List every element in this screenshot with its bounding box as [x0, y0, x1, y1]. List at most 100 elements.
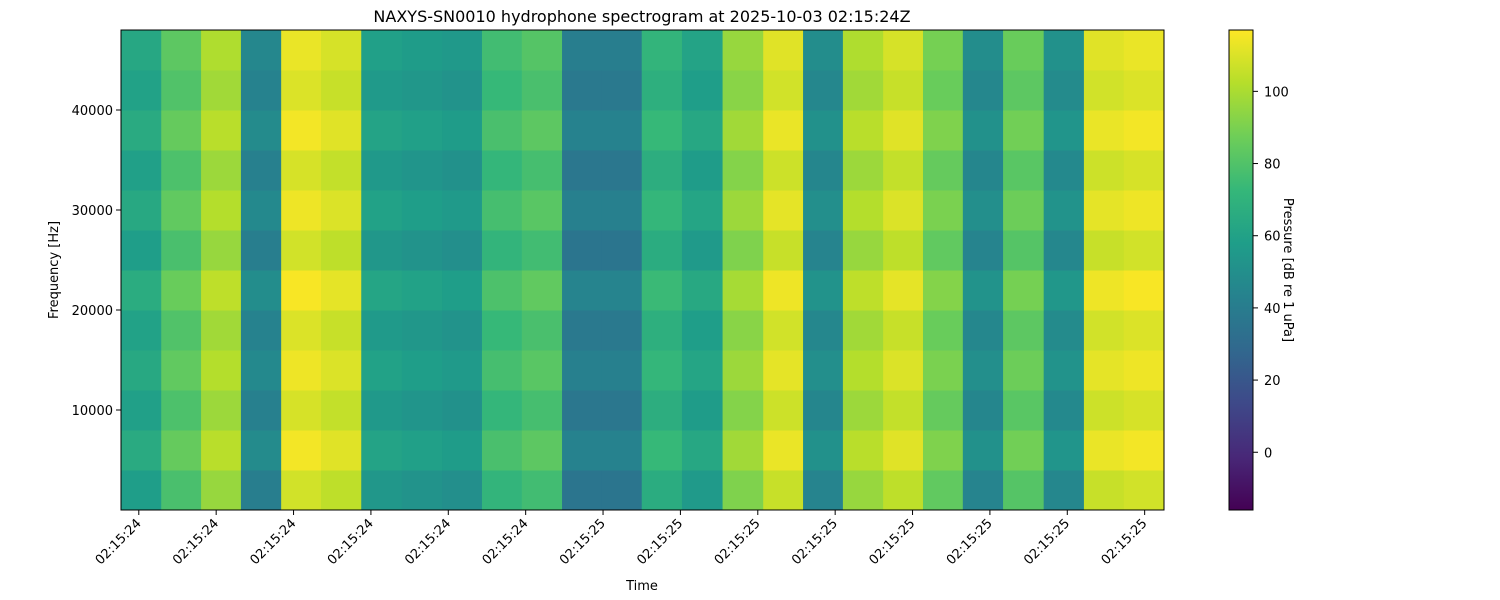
heatmap-cell	[842, 30, 884, 71]
heatmap-cell	[763, 270, 804, 311]
heatmap-cell	[361, 310, 403, 351]
heatmap-cell	[803, 390, 844, 431]
heatmap-cell	[1003, 150, 1045, 191]
heatmap-cell	[1123, 350, 1165, 391]
heatmap-cell	[521, 70, 563, 111]
heatmap-cell	[1083, 310, 1125, 351]
heatmap-cell	[281, 270, 322, 311]
heatmap-cell	[481, 30, 523, 71]
heatmap-cell	[641, 150, 683, 191]
heatmap-cell	[240, 230, 282, 271]
heatmap-cell	[121, 470, 162, 511]
heatmap-cell	[201, 310, 242, 351]
heatmap-cell	[240, 190, 282, 231]
heatmap-cell	[922, 30, 964, 71]
heatmap-cell	[1043, 230, 1085, 271]
heatmap-cell	[201, 350, 242, 391]
heatmap-cell	[763, 150, 804, 191]
heatmap-cell	[922, 110, 964, 151]
heatmap-cell	[601, 390, 643, 431]
heatmap-cell	[361, 30, 403, 71]
heatmap-cell	[1083, 190, 1125, 231]
heatmap-cell	[240, 390, 282, 431]
heatmap-cell	[121, 150, 162, 191]
heatmap-cell	[1083, 270, 1125, 311]
heatmap-cell	[442, 350, 483, 391]
heatmap-cell	[601, 430, 643, 471]
heatmap-cell	[763, 30, 804, 71]
heatmap-cell	[361, 390, 403, 431]
heatmap-cell	[1043, 390, 1085, 431]
heatmap-cell	[722, 110, 764, 151]
heatmap-cell	[1003, 230, 1045, 271]
heatmap-cell	[562, 110, 603, 151]
heatmap-cell	[442, 110, 483, 151]
heatmap-cell	[962, 70, 1004, 111]
heatmap-cell	[922, 430, 964, 471]
heatmap-cell	[842, 230, 884, 271]
heatmap-cell	[842, 310, 884, 351]
heatmap-cell	[922, 390, 964, 431]
heatmap-cell	[562, 350, 603, 391]
heatmap-cell	[641, 270, 683, 311]
heatmap-cell	[763, 310, 804, 351]
heatmap-cell	[803, 150, 844, 191]
colorbar	[1228, 29, 1254, 511]
heatmap-cell	[922, 270, 964, 311]
heatmap-cell	[962, 150, 1004, 191]
heatmap-cell	[601, 190, 643, 231]
colorbar-tick-label: 40	[1264, 302, 1281, 317]
heatmap-cell	[763, 110, 804, 151]
heatmap-cell	[121, 70, 162, 111]
x-tick-label: 02:15:25	[1099, 516, 1151, 568]
heatmap-cell	[161, 430, 202, 471]
heatmap-cell	[883, 350, 924, 391]
heatmap-cell	[481, 150, 523, 191]
heatmap-cell	[722, 430, 764, 471]
heatmap-cell	[121, 310, 162, 351]
heatmap-cell	[722, 230, 764, 271]
heatmap-cell	[521, 190, 563, 231]
y-tick-label: 30000	[72, 204, 113, 219]
heatmap-cell	[722, 350, 764, 391]
heatmap-cell	[321, 150, 362, 191]
heatmap-cell	[521, 310, 563, 351]
heatmap-cell	[842, 390, 884, 431]
heatmap-cell	[281, 230, 322, 271]
heatmap-cell	[321, 390, 362, 431]
heatmap-cell	[803, 190, 844, 231]
heatmap-cell	[481, 310, 523, 351]
heatmap-cell	[361, 470, 403, 511]
heatmap-cell	[763, 70, 804, 111]
heatmap-cell	[321, 470, 362, 511]
heatmap-cell	[1003, 310, 1045, 351]
heatmap-cell	[681, 110, 724, 151]
heatmap-cell	[1083, 150, 1125, 191]
heatmap-cell	[121, 230, 162, 271]
heatmap-cell	[361, 150, 403, 191]
x-tick-label: 02:15:25	[712, 516, 764, 568]
heatmap-cell	[521, 30, 563, 71]
heatmap-cell	[763, 350, 804, 391]
heatmap-cell	[883, 70, 924, 111]
heatmap-cell	[842, 190, 884, 231]
heatmap-cell	[681, 190, 724, 231]
heatmap-cell	[641, 230, 683, 271]
colorbar-label: Pressure [dB re 1 uPa]	[1280, 198, 1295, 342]
heatmap-cell	[883, 310, 924, 351]
heatmap-cell	[562, 430, 603, 471]
heatmap-cell	[240, 470, 282, 511]
heatmap-cell	[962, 390, 1004, 431]
x-axis-label: Time	[625, 579, 658, 594]
heatmap-cell	[562, 70, 603, 111]
heatmap-cell	[240, 270, 282, 311]
heatmap-cell	[1043, 270, 1085, 311]
heatmap-cell	[281, 30, 322, 71]
heatmap-cell	[321, 110, 362, 151]
heatmap-cell	[681, 30, 724, 71]
heatmap-cell	[121, 110, 162, 151]
y-axis-label: Frequency [Hz]	[47, 221, 62, 319]
heatmap-cell	[1003, 110, 1045, 151]
heatmap-cell	[1083, 430, 1125, 471]
